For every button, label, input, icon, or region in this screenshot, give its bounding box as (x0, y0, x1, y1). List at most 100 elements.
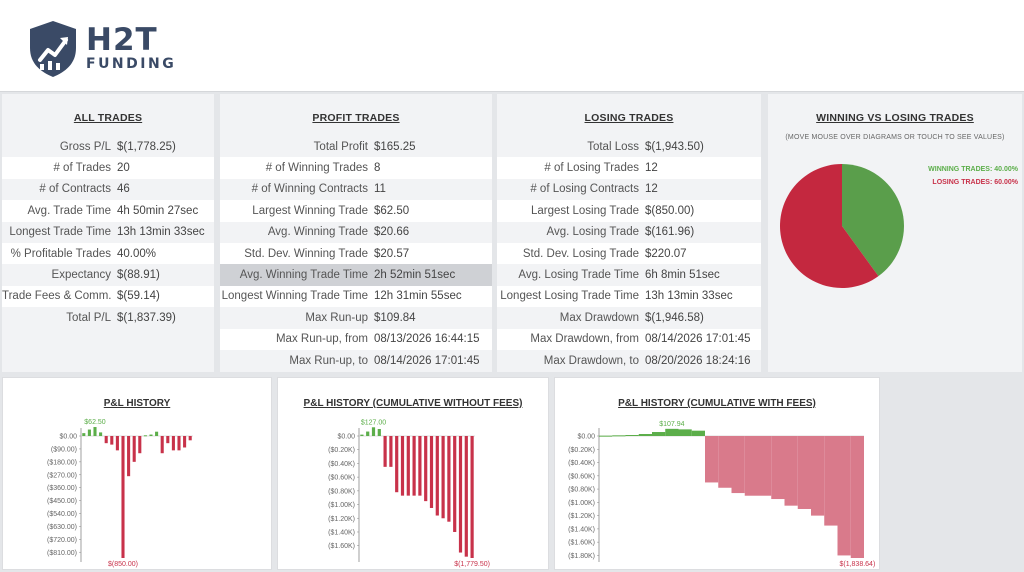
chart-bar[interactable] (132, 436, 136, 462)
chart-bar[interactable] (824, 436, 838, 526)
chart-bar[interactable] (166, 436, 170, 444)
pie-title: WINNING VS LOSING TRADES (816, 112, 974, 124)
losing-trades-panel: LOSING TRADES Total Loss $(1,943.50) # of … (497, 94, 761, 372)
chart-bar[interactable] (691, 430, 705, 436)
chart-bar[interactable] (366, 431, 370, 436)
y-tick-label: ($1.40K) (568, 526, 595, 533)
chart-bar[interactable] (377, 429, 381, 436)
chart-bar[interactable] (731, 436, 745, 494)
y-tick-label: ($450.00) (47, 498, 77, 505)
chart-bar[interactable] (127, 436, 131, 477)
stat-label: Avg. Winning Trade (267, 226, 368, 239)
chart-bar[interactable] (718, 436, 732, 488)
chart-bar[interactable] (82, 433, 86, 436)
chart-bar[interactable] (171, 436, 175, 451)
chart-bar[interactable] (470, 436, 474, 558)
chart-bar[interactable] (143, 435, 147, 437)
stat-value: 4h 50min 27sec (117, 204, 199, 217)
profit-trades-title: PROFIT TRADES (312, 112, 400, 124)
chart-bar[interactable] (652, 432, 666, 436)
chart-bar[interactable] (837, 436, 851, 556)
chart-bar[interactable] (453, 436, 457, 532)
chart-bar[interactable] (797, 436, 811, 509)
chart-bar[interactable] (149, 434, 153, 436)
chart-bar[interactable] (406, 436, 410, 496)
win-lose-pie[interactable] (772, 156, 912, 296)
chart-bar[interactable] (612, 435, 626, 437)
chart-bar[interactable] (638, 434, 652, 436)
chart-bar[interactable] (371, 427, 376, 436)
chart-bar[interactable] (744, 436, 758, 496)
chart-bar[interactable] (771, 436, 785, 500)
stat-label: Gross P/L (59, 140, 111, 153)
chart-bar[interactable] (395, 436, 399, 493)
y-tick-label: ($0.40K) (328, 461, 355, 468)
y-tick-label: ($1.00K) (328, 502, 355, 509)
y-tick-label: ($0.80K) (568, 487, 595, 494)
stat-value: $20.66 (374, 226, 410, 239)
pie-slice-losing[interactable] (779, 164, 879, 288)
chart-bar[interactable] (121, 436, 125, 558)
stat-value: 08/20/2026 18:24:16 (645, 354, 751, 367)
brand-logo[interactable]: H2T FUNDING (28, 20, 176, 78)
all-trades-panel: ALL TRADES Gross P/L $(1,778.25) # of Trad… (2, 94, 214, 372)
stat-row: # of Losing Trades 12 (497, 157, 761, 179)
pl-cumulative-fees-panel: P&L HISTORY (CUMULATIVE WITH FEES) $0.00… (554, 377, 880, 570)
chart-bar[interactable] (418, 436, 422, 496)
chart-bar[interactable] (412, 436, 416, 496)
stat-value: $220.07 (645, 247, 687, 260)
y-tick-label: ($1.80K) (568, 553, 595, 560)
stat-row: Max Drawdown $(1,946.58) (497, 307, 761, 328)
chart-bar[interactable] (784, 436, 798, 506)
chart-bar[interactable] (435, 436, 439, 516)
chart-bar[interactable] (138, 436, 142, 454)
stat-label: Longest Losing Trade Time (500, 290, 639, 303)
stat-row: Max Run-up, from 08/13/2026 16:44:15 (220, 328, 492, 350)
stat-row: Trade Fees & Comm. $(59.14) (2, 285, 214, 308)
chart-bar[interactable] (458, 436, 463, 553)
pl-cumulative-no-fees-chart[interactable]: $0.00 ($0.20K) ($0.40K) ($0.60K) ($0.80K) ($1… (278, 378, 550, 571)
chart-bar[interactable] (705, 436, 719, 483)
y-tick-label: ($0.20K) (568, 447, 595, 454)
chart-bar[interactable] (625, 435, 639, 437)
chart-bar[interactable] (93, 427, 97, 436)
header: H2T FUNDING (0, 0, 1024, 92)
chart-bar[interactable] (464, 436, 468, 557)
chart-bar[interactable] (678, 429, 692, 436)
losing-trades-rows: Total Loss $(1,943.50) # of Losing Trades 1… (497, 136, 761, 371)
chart-bar[interactable] (160, 436, 164, 454)
pl-history-chart[interactable]: $0.00 ($90.00) ($180.00) ($270.00) ($360.00)… (3, 378, 273, 571)
chart-bar[interactable] (155, 431, 159, 436)
chart-bar[interactable] (389, 436, 393, 467)
chart-bar[interactable] (447, 436, 451, 522)
chart-bar[interactable] (400, 436, 405, 496)
stat-value: 13h 13min 33sec (645, 290, 733, 303)
stat-value: 20 (117, 162, 130, 175)
chart-bar[interactable] (758, 436, 772, 496)
stat-label: # of Trades (53, 162, 111, 175)
chart-bar[interactable] (441, 436, 445, 519)
chart-bar[interactable] (110, 436, 114, 445)
chart-bar[interactable] (177, 436, 181, 451)
stat-row: Total Profit $165.25 (220, 136, 492, 157)
chart-bar[interactable] (850, 436, 864, 558)
chart-bar[interactable] (383, 436, 387, 467)
stat-label: Largest Winning Trade (252, 204, 368, 217)
chart-bar[interactable] (599, 435, 613, 437)
chart-bar[interactable] (183, 436, 187, 448)
stat-row: Avg. Winning Trade Time 2h 52min 51sec (220, 264, 492, 286)
chart-bar[interactable] (99, 432, 103, 436)
chart-bar[interactable] (429, 436, 434, 508)
pl-cumulative-fees-chart[interactable]: $0.00 ($0.20K) ($0.40K) ($0.60K) ($0.80K) ($1… (555, 378, 881, 571)
chart-bar[interactable] (115, 436, 119, 451)
chart-bar[interactable] (665, 428, 679, 436)
chart-bar[interactable] (424, 436, 428, 502)
chart-bar[interactable] (811, 436, 825, 516)
chart-bar[interactable] (188, 436, 192, 441)
pie-slice-winning[interactable] (842, 164, 904, 277)
y-tick-label: ($0.20K) (328, 447, 355, 454)
chart-bar[interactable] (360, 434, 364, 436)
brand-name: H2T (86, 22, 158, 58)
chart-bar[interactable] (87, 429, 91, 436)
chart-bar[interactable] (104, 436, 108, 444)
